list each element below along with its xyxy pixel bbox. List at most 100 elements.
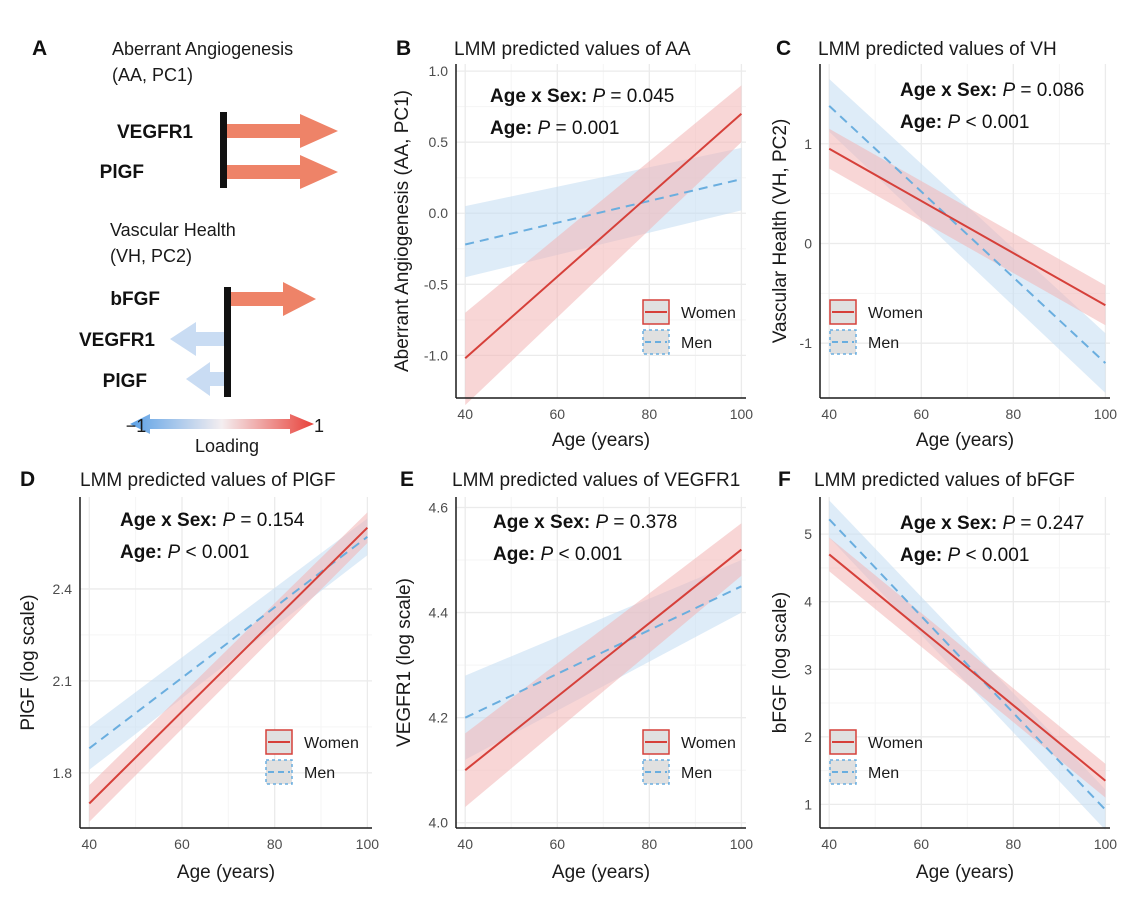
vh-gene-label: PlGF — [103, 371, 147, 392]
y-axis-label: VEGFR1 (log scale) — [394, 578, 415, 747]
men-line — [828, 518, 1107, 811]
stat-annotation: Age x Sex: P = 0.045 — [490, 86, 674, 107]
x-tick-label: 40 — [821, 406, 837, 422]
stat-p-symbol: P — [595, 512, 608, 533]
women-line — [828, 553, 1107, 782]
stat-label: Age: — [120, 542, 168, 563]
men-line — [464, 178, 742, 246]
stat-annotation: Age: P < 0.001 — [900, 545, 1029, 566]
loading-scale-bar — [130, 414, 314, 434]
stat-p-symbol: P — [538, 118, 551, 139]
panel-a: A Aberrant Angiogenesis (AA, PC1) VEGFR1… — [32, 37, 338, 456]
stat-value: = 0.086 — [1015, 80, 1084, 101]
stat-annotation: Age: P < 0.001 — [120, 542, 249, 563]
panel-b-chart: 40 60 80 100 -1.0 -0.5 0.0 0.5 1.0 B LMM predicted… — [392, 37, 753, 451]
panel-letter: D — [20, 468, 35, 491]
y-tick-label: 3 — [804, 661, 812, 677]
x-tick-label: 80 — [642, 836, 658, 852]
x-tick-label: 80 — [267, 836, 283, 852]
aa-loading-arrow-positive — [227, 114, 338, 148]
legend-men-label: Men — [868, 335, 899, 352]
aa-axis-bar — [220, 112, 227, 188]
women-confidence-band — [465, 523, 742, 807]
panel-e-chart: 40 60 80 100 4.0 4.2 4.4 4.6 E LMM predicted valu… — [394, 468, 753, 883]
stat-label: Age: — [900, 112, 948, 133]
stat-p-symbol: P — [592, 86, 605, 107]
loading-scale-max: 1 — [314, 416, 324, 436]
aa-title: Aberrant Angiogenesis — [112, 39, 293, 59]
stat-annotation: Age: P < 0.001 — [493, 544, 622, 565]
legend: Women Men — [829, 729, 923, 785]
women-confidence-band — [465, 85, 742, 406]
x-tick-label: 80 — [642, 406, 658, 422]
y-tick-label: 1.0 — [429, 63, 449, 79]
x-tick-label: 40 — [457, 836, 473, 852]
legend-men-label: Men — [868, 765, 899, 782]
legend-women-label: Women — [868, 305, 923, 322]
vh-loading-arrow-negative — [170, 322, 224, 356]
stat-label: Age x Sex: — [493, 512, 595, 533]
y-tick-label: 0.5 — [429, 134, 449, 150]
stat-p-symbol: P — [222, 510, 235, 531]
stat-annotation: Age: P = 0.001 — [490, 118, 619, 139]
x-tick-label: 60 — [549, 836, 565, 852]
x-axis-label: Age (years) — [177, 862, 275, 883]
chart-title: LMM predicted values of VEGFR1 — [452, 470, 740, 491]
aa-loading-arrow-positive — [227, 155, 338, 189]
x-tick-label: 100 — [1094, 836, 1118, 852]
x-tick-label: 60 — [549, 406, 565, 422]
stat-annotation: Age: P < 0.001 — [900, 112, 1029, 133]
x-tick-label: 60 — [174, 836, 190, 852]
stat-p-symbol: P — [948, 112, 961, 133]
x-tick-label: 80 — [1006, 406, 1022, 422]
women-line — [88, 526, 369, 805]
panel-letter: F — [778, 468, 791, 491]
x-axis-label: Age (years) — [552, 862, 650, 883]
y-tick-label: 4.0 — [429, 815, 449, 831]
y-tick-label: 1 — [804, 796, 812, 812]
x-tick-label: 60 — [913, 406, 929, 422]
stat-value: < 0.001 — [960, 112, 1029, 133]
chart-title: LMM predicted values of bFGF — [814, 470, 1075, 491]
stat-label: Age: — [493, 544, 541, 565]
legend-women-label: Women — [868, 735, 923, 752]
legend-men-label: Men — [681, 765, 712, 782]
x-tick-label: 40 — [81, 836, 97, 852]
vh-loading-arrow-positive — [231, 282, 316, 316]
panel-f-chart: 40 60 80 100 1 2 3 4 5 F LMM predicted values of b… — [770, 468, 1117, 883]
legend-women-label: Women — [681, 305, 736, 322]
x-tick-label: 100 — [1094, 406, 1118, 422]
vh-subtitle: (VH, PC2) — [110, 246, 192, 266]
x-axis-label: Age (years) — [916, 862, 1014, 883]
stat-label: Age: — [900, 545, 948, 566]
vh-gene-label: VEGFR1 — [79, 330, 155, 351]
y-tick-label: -1 — [800, 335, 813, 351]
stat-p-symbol: P — [1002, 80, 1015, 101]
y-axis-label: bFGF (log scale) — [770, 592, 791, 733]
x-axis-label: Age (years) — [916, 430, 1014, 451]
panel-letter: E — [400, 468, 414, 491]
y-tick-label: -1.0 — [424, 347, 448, 363]
stat-value: = 0.045 — [605, 86, 674, 107]
panel-d-chart: 40 60 80 100 1.8 2.1 2.4 D LMM predicted values … — [18, 468, 379, 883]
stat-p-symbol: P — [168, 542, 181, 563]
stat-label: Age x Sex: — [900, 513, 1002, 534]
y-tick-label: 2.4 — [53, 581, 73, 597]
legend: Women Men — [642, 299, 736, 355]
stat-annotation: Age x Sex: P = 0.378 — [493, 512, 677, 533]
legend-men-label: Men — [304, 765, 335, 782]
y-tick-label: 4.2 — [429, 710, 449, 726]
vh-axis-bar — [224, 287, 231, 397]
y-axis-label: Vascular Health (VH, PC2) — [770, 119, 791, 344]
panel-letter: B — [396, 37, 411, 60]
y-tick-label: 1 — [804, 136, 812, 152]
men-line — [88, 536, 368, 750]
stat-p-symbol: P — [541, 544, 554, 565]
legend: Women Men — [265, 729, 359, 785]
y-tick-label: 0.0 — [429, 205, 449, 221]
x-tick-label: 100 — [730, 836, 754, 852]
stat-value: < 0.001 — [180, 542, 249, 563]
stat-value: < 0.001 — [960, 545, 1029, 566]
y-tick-label: 2.1 — [53, 673, 73, 689]
